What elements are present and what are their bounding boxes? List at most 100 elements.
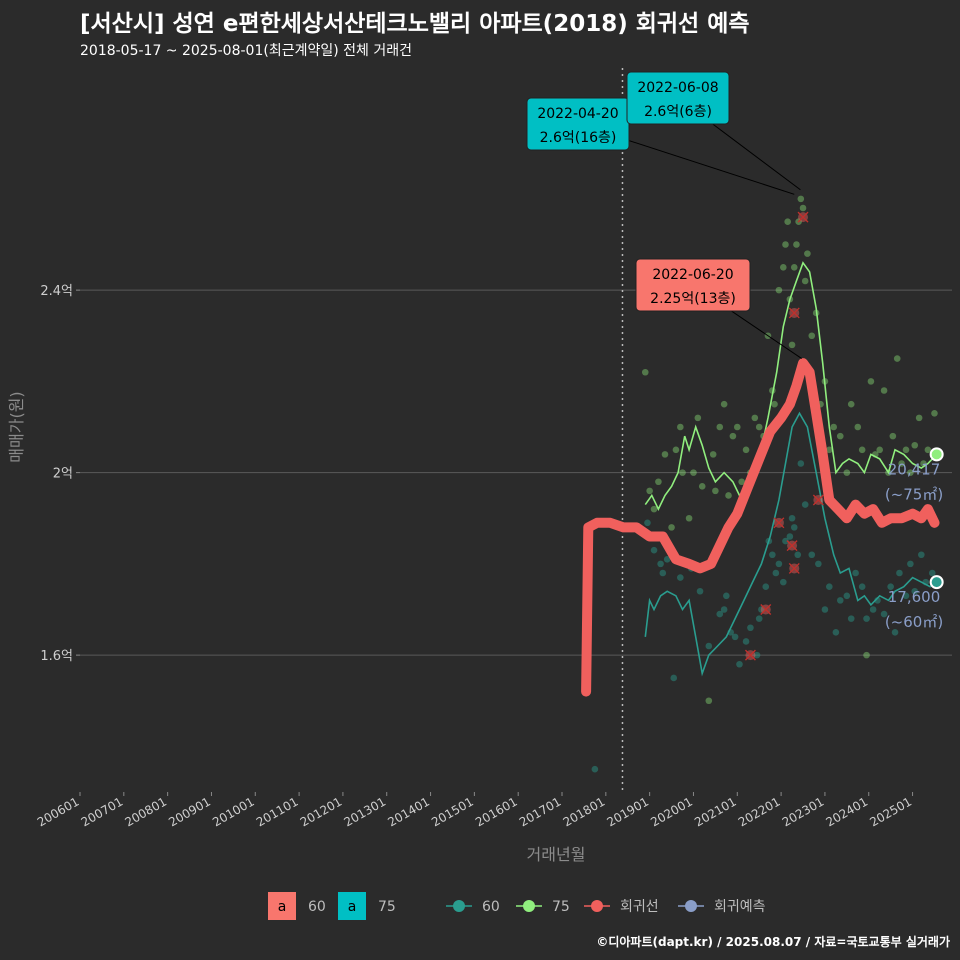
x-tick-label: 202301: [780, 794, 827, 829]
x-tick-label: 201001: [210, 794, 257, 829]
end-marker-s75: [929, 447, 944, 462]
scatter-point-60: [772, 569, 780, 577]
end-area-label: (~75㎡): [885, 485, 943, 503]
x-tick-label: 202201: [736, 794, 783, 829]
x-tick-label: 201301: [342, 794, 389, 829]
scatter-point-75: [801, 277, 809, 285]
scatter-point-60: [659, 569, 667, 577]
scatter-point-60: [716, 610, 724, 618]
series-line-60: [644, 411, 938, 677]
regression-x-mark: [797, 211, 809, 223]
scatter-point-75: [782, 241, 789, 248]
regression-x-mark: [812, 494, 824, 506]
legend-line-dot: [685, 900, 697, 912]
x-tick-label: 201601: [473, 794, 520, 829]
scatter-point-60: [696, 587, 704, 595]
scatter-point-75: [646, 487, 653, 495]
x-tick-label: 200701: [79, 794, 126, 829]
x-tick-label: 201401: [385, 794, 432, 829]
scatter-point-60: [644, 519, 651, 527]
scatter-point-75: [742, 446, 750, 454]
scatter-point-60: [731, 633, 739, 641]
scatter-point-60: [723, 592, 730, 600]
end-value-label: 20,417: [888, 460, 941, 478]
scatter-point-75: [893, 355, 901, 362]
scatter-point-75: [867, 378, 875, 385]
scatter-point-75: [889, 432, 897, 440]
scatter-point-75: [911, 441, 919, 449]
scatter-point-75: [858, 446, 866, 454]
regression-x-mark: [788, 562, 800, 574]
callout-date: 2022-06-08: [637, 80, 718, 96]
scatter-point-75: [661, 451, 669, 458]
scatter-point-75: [843, 469, 851, 476]
scatter-point-60: [887, 583, 894, 590]
scatter-point-75: [907, 469, 914, 476]
scatter-point-60: [918, 551, 925, 559]
scatter-point-75: [694, 414, 702, 422]
scatter-point-60: [852, 569, 859, 577]
regression-x-mark: [786, 540, 798, 552]
scatter-point-60: [769, 551, 776, 559]
scatter-point-60: [880, 610, 888, 618]
callout-date: 2022-04-20: [537, 106, 618, 122]
x-tick-label: 202101: [692, 794, 739, 829]
scatter-point-75: [863, 651, 870, 659]
scatter-point-75: [679, 469, 686, 476]
scatter-point-60: [790, 524, 798, 531]
scatter-point-75: [799, 204, 807, 212]
scatter-point-60: [847, 615, 855, 622]
x-axis-title: 거래년월: [527, 845, 586, 864]
scatter-point-75: [804, 250, 811, 257]
scatter-point-75: [779, 264, 787, 271]
callout-date: 2022-06-20: [652, 267, 733, 283]
scatter-point-75: [668, 524, 675, 531]
x-tick-label: 201501: [429, 794, 476, 829]
scatter-point-60: [775, 560, 783, 568]
legend-line-dot: [453, 900, 465, 912]
x-tick-label: 200601: [35, 794, 82, 829]
scatter-point-75: [826, 446, 833, 454]
scatter-point-60: [663, 556, 671, 563]
scatter-point-60: [657, 560, 664, 568]
scatter-point-60: [677, 574, 684, 581]
scatter-point-75: [771, 400, 778, 408]
scatter-point-60: [826, 583, 833, 590]
chart-subtitle: 2018-05-17 ~ 2025-08-01(최근계약일) 전체 거래건: [80, 43, 412, 59]
scatter-point-75: [790, 264, 798, 271]
scatter-point-75: [720, 400, 728, 408]
scatter-point-60: [794, 551, 802, 559]
regression-x-mark: [773, 517, 785, 529]
scatter-point-75: [716, 423, 724, 431]
source-caption: ©디아파트(dapt.kr) / 2025.08.07 / 자료=국토교통부 실…: [596, 935, 950, 949]
x-tick-label: 201701: [517, 794, 564, 829]
x-tick-label: 200901: [166, 794, 213, 829]
scatter-point-60: [808, 551, 816, 559]
scatter-point-60: [762, 583, 770, 590]
scatter-point-60: [891, 629, 899, 636]
scatter-point-75: [672, 446, 680, 454]
scatter-point-60: [797, 460, 805, 467]
legend-fill-label: 60: [308, 899, 326, 915]
scatter-point-60: [869, 606, 877, 613]
scatter-point-60: [591, 765, 599, 773]
scatter-point-60: [650, 546, 658, 554]
callout-price: 2.6억(6층): [644, 104, 712, 120]
x-tick-label: 202401: [824, 794, 871, 829]
scatter-point-75: [902, 446, 910, 454]
legend-line-label: 회귀선: [620, 899, 659, 915]
legend-fill-glyph: a: [278, 899, 287, 915]
scatter-point-60: [782, 537, 789, 545]
scatter-point-60: [928, 569, 936, 577]
callout-price: 2.25억(13층): [650, 291, 736, 307]
scatter-point-75: [793, 241, 800, 248]
callout-box: [635, 258, 751, 312]
scatter-point-60: [788, 514, 796, 522]
legend-line-dot: [591, 900, 603, 912]
x-tick-label: 202001: [648, 794, 695, 829]
scatter-point-75: [931, 410, 938, 417]
regression-x-mark: [744, 649, 756, 661]
end-marker-s60: [929, 575, 944, 590]
scatter-point-75: [690, 469, 697, 476]
end-value-label: 17,600: [888, 588, 941, 606]
